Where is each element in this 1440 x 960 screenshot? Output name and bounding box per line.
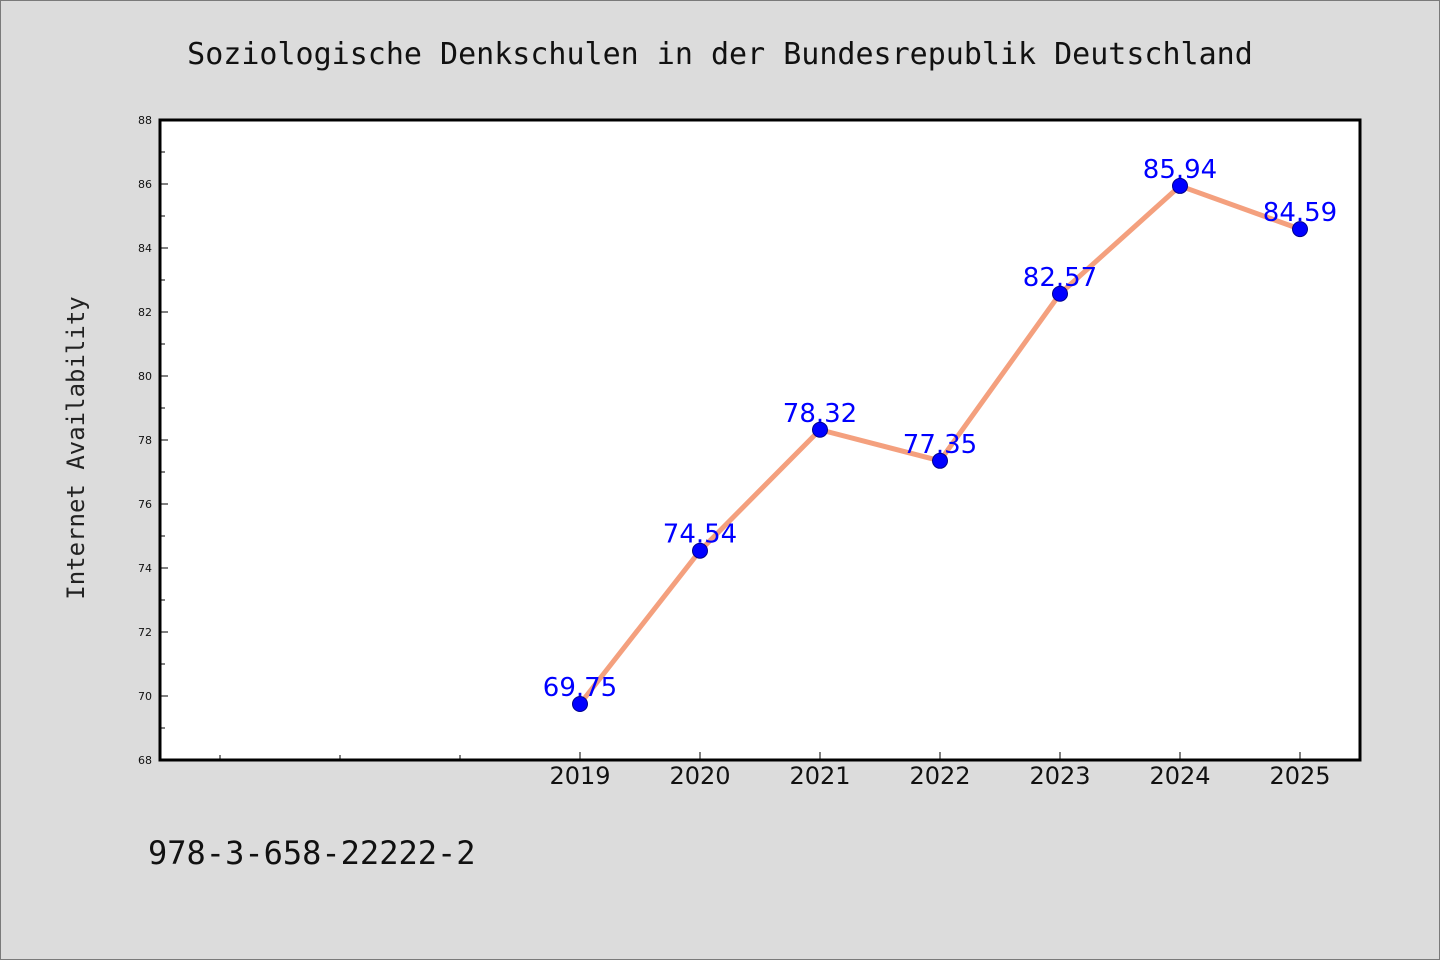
y-tick-label: 68: [138, 754, 152, 767]
x-tick-label: 2023: [1029, 762, 1090, 790]
y-tick-label: 88: [138, 114, 152, 127]
y-tick-label: 82: [138, 306, 152, 319]
plot-border: [158, 118, 1362, 762]
y-tick-label: 72: [138, 626, 152, 639]
data-point: [1292, 221, 1308, 238]
data-label: 85.94: [1143, 155, 1217, 185]
x-tick-label: 2024: [1149, 762, 1210, 790]
x-tick-label: 2019: [549, 762, 610, 790]
y-tick-label: 86: [138, 178, 152, 191]
x-tick-label: 2022: [909, 762, 970, 790]
data-point: [932, 452, 948, 469]
data-label: 84.59: [1263, 198, 1337, 228]
y-tick-label: 74: [138, 562, 152, 575]
data-markers: [572, 177, 1308, 712]
y-tick-label: 84: [138, 242, 152, 255]
data-point: [1172, 177, 1188, 194]
data-label: 74.54: [663, 520, 737, 550]
y-tick-label: 78: [138, 434, 152, 447]
data-labels: 69.75 74.54 78.32 77.35 82.57 85.94 84.59: [543, 155, 1337, 703]
x-tick-label: 2020: [669, 762, 730, 790]
data-label: 78.32: [783, 399, 857, 429]
data-label: 69.75: [543, 673, 617, 703]
y-tick-label: 76: [138, 498, 152, 511]
data-point: [692, 542, 708, 559]
footer-isbn: 978-3-658-22222-2: [148, 834, 476, 872]
data-point: [812, 421, 828, 438]
y-tick-label: 70: [138, 690, 152, 703]
x-axis: 2019 2020 2021 2022 2023 2024 2025: [219, 752, 1331, 790]
data-label: 77.35: [903, 430, 977, 460]
y-axis-label: Internet Availability: [62, 296, 90, 599]
plot-area: [160, 120, 1360, 760]
x-tick-label: 2021: [789, 762, 850, 790]
y-tick-label: 80: [138, 370, 152, 383]
chart-title: Soziologische Denkschulen in der Bundesr…: [187, 37, 1253, 72]
data-point: [572, 696, 588, 712]
data-label: 82.57: [1023, 263, 1097, 293]
data-point: [1052, 285, 1068, 302]
x-tick-label: 2025: [1269, 762, 1330, 790]
